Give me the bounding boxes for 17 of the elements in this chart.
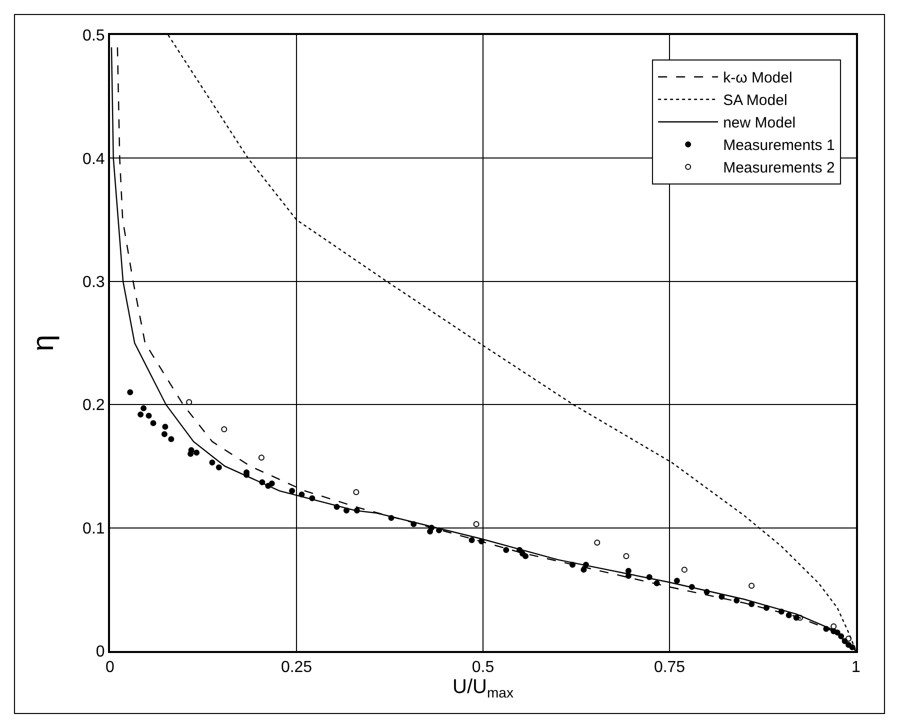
y-tick-label: 0.2 — [82, 397, 105, 414]
legend-label: new Model — [723, 114, 796, 132]
x-axis-title: U/U$_{max}$ — [452, 676, 514, 700]
y-tick-label: 0.4 — [82, 150, 105, 168]
legend-label: SA Model — [723, 92, 788, 110]
y-tick-label: 0.1 — [82, 520, 105, 538]
legend-label: Measurements 1 — [723, 137, 835, 154]
y-tick-label: 0.5 — [82, 28, 105, 45]
x-tick-label: 1 — [852, 659, 861, 676]
x-tick-label: 0.25 — [280, 659, 312, 676]
x-tick-label: 0.5 — [472, 659, 494, 676]
y-axis-title: η — [27, 334, 60, 352]
legend-label: k-ω Model — [723, 70, 792, 87]
x-tick-label: 0.75 — [654, 659, 686, 676]
y-tick-label: 0 — [96, 644, 105, 661]
legend-label: Measurements 2 — [723, 160, 835, 177]
y-tick-label: 0.3 — [82, 274, 105, 291]
